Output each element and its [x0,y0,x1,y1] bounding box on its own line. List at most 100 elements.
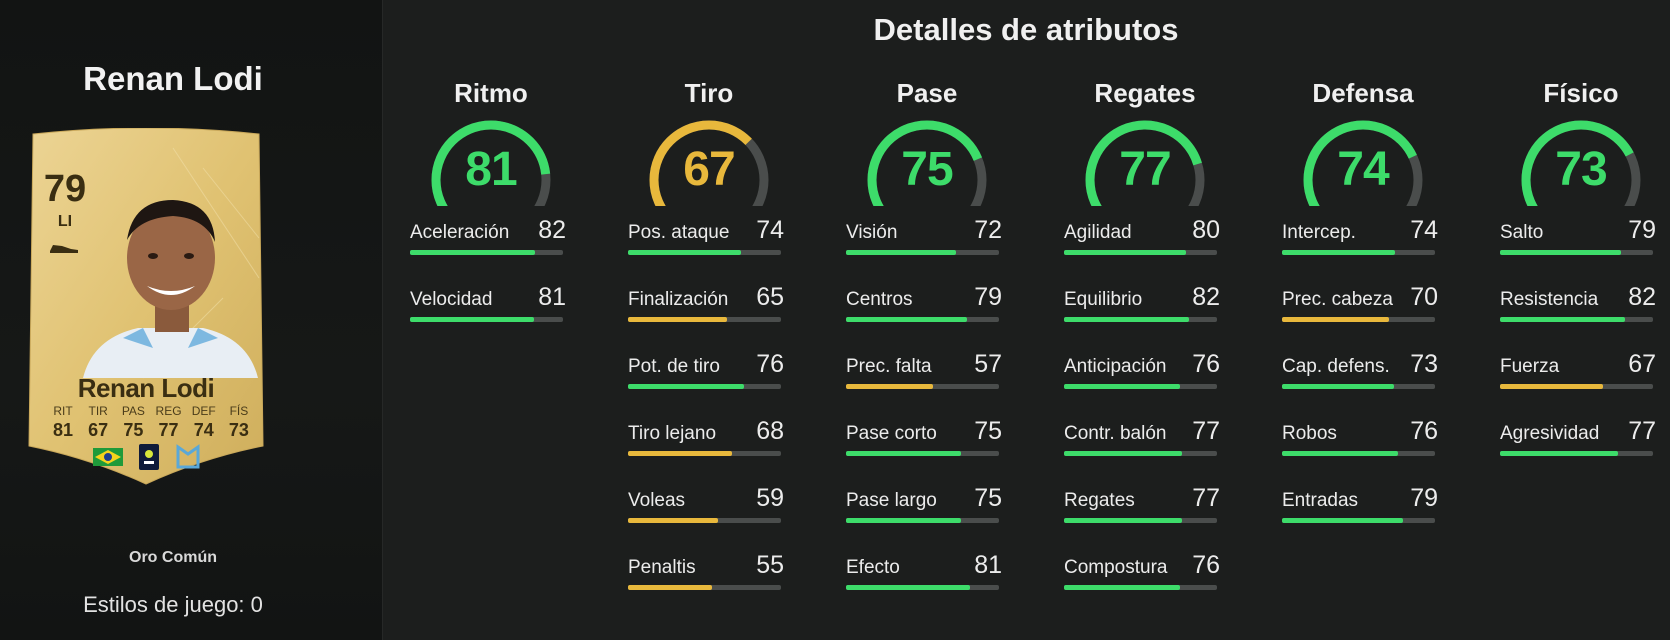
attribute-label: Anticipación [1064,356,1167,377]
attribute-value: 65 [756,283,784,311]
attribute-bar-fill [1282,384,1394,389]
attribute-bar-fill [846,585,970,590]
attribute-bar [1064,250,1217,255]
category-gauge: 81 [391,116,591,206]
attribute-label: Entradas [1282,490,1359,511]
card-stat-label: TIR [88,404,108,418]
attribute-bar [1064,384,1217,389]
attribute-value: 76 [1192,350,1220,378]
attribute-bar [628,317,781,322]
attribute-bar [846,585,999,590]
attribute-bar [1500,317,1653,322]
player-card[interactable]: 79 LI Renan Lodi RIT 81 TIR 67 [23,128,269,490]
attribute-column-regates: Regates 77 Agilidad 80 Equilibrio 82 Anticipac… [1045,78,1245,612]
attribute-label: Tiro lejano [628,423,717,444]
player-card-panel: Renan Lodi 79 LI [0,0,383,640]
category-gauge: 77 [1045,116,1245,206]
attribute-bar-fill [1282,451,1399,456]
attribute-bar [628,518,781,523]
attribute-label: Pos. ataque [628,222,730,243]
player-name-title: Renan Lodi [83,60,263,97]
category-rating: 81 [465,143,517,196]
category-gauge: 67 [609,116,809,206]
gauge-arc [649,120,769,206]
card-stat-reg: REG 77 [153,404,185,441]
category-title: Ritmo [454,78,528,108]
attribute-value: 67 [1628,350,1656,378]
card-stat-rit: RIT 81 [47,404,79,441]
attribute-label: Resistencia [1500,289,1599,310]
attribute-list: Aceleración 82 Velocidad 81 [391,210,591,344]
attribute-bar [1064,317,1217,322]
attribute-row: Agresividad 77 [1500,411,1660,478]
attribute-row: Robos 76 [1282,411,1442,478]
card-stat-tir: TIR 67 [82,404,114,441]
category-gauge: 74 [1263,116,1463,206]
attribute-bar [846,317,999,322]
gauge-arc [431,120,551,206]
attribute-label: Velocidad [410,289,493,310]
attribute-column-físico: Físico 73 Salto 79 Resistencia 82 Fuerza 67 Agre… [1481,78,1670,478]
attribute-column-tiro: Tiro 67 Pos. ataque 74 Finalización 65 Pot. de… [609,78,809,612]
attribute-value: 75 [974,484,1002,512]
attribute-column-pase: Pase 75 Visión 72 Centros 79 Prec. falta 57 Pase… [827,78,1027,612]
attribute-label: Contr. balón [1064,423,1167,444]
gauge-arc [1303,120,1423,206]
card-stat-value: 81 [52,420,74,440]
attribute-row: Anticipación 76 [1064,344,1224,411]
attribute-bar-fill [1500,384,1603,389]
attribute-row: Visión 72 [846,210,1006,277]
attribute-bar [410,317,563,322]
category-title: Defensa [1312,78,1414,108]
attribute-bar [1282,518,1435,523]
attribute-bar-fill [628,518,719,523]
attribute-label: Agresividad [1500,423,1600,444]
attribute-bar [846,451,999,456]
attribute-value: 77 [1192,417,1220,445]
attribute-label: Pase largo [846,490,937,511]
attribute-value: 55 [756,551,784,579]
category-gauge: 73 [1481,116,1670,206]
attribute-bar [1064,451,1217,456]
attribute-value: 81 [538,283,566,311]
attribute-bar-fill [1282,250,1396,255]
attribute-bar-fill [628,317,728,322]
attribute-row: Intercep. 74 [1282,210,1442,277]
attribute-value: 59 [756,484,784,512]
attribute-value: 76 [1410,417,1438,445]
category-rating: 75 [901,143,953,196]
gauge-arc [1085,120,1205,206]
category-title: Físico [1543,78,1619,108]
section-title: Detalles de atributos [873,12,1179,47]
category-gauge: 75 [827,116,1027,206]
boot-icon [50,245,78,253]
attribute-bar [846,384,999,389]
category-title: Regates [1094,78,1196,108]
card-stats: RIT 81 TIR 67 PAS 75 REG 77 DEF 74 FÍS 7… [47,404,255,441]
card-stat-pas: PAS 75 [117,404,149,441]
attribute-label: Compostura [1064,557,1168,578]
attribute-row: Entradas 79 [1282,478,1442,545]
gauge-arc [1521,120,1641,206]
attribute-label: Robos [1282,423,1337,444]
attribute-bar-fill [1064,451,1182,456]
playstyles-count: Estilos de juego: 0 [83,592,263,617]
attribute-value: 82 [1192,283,1220,311]
attribute-label: Efecto [846,557,900,578]
attribute-label: Pase corto [846,423,937,444]
attribute-bar [846,250,999,255]
attribute-label: Aceleración [410,222,510,243]
attribute-value: 82 [538,216,566,244]
attribute-value: 57 [974,350,1002,378]
card-rating: 79 [43,168,87,210]
card-player-name: Renan Lodi [77,373,215,403]
attribute-bar-fill [1064,518,1182,523]
attribute-bar [1500,250,1653,255]
attribute-value: 77 [1628,417,1656,445]
attribute-bar-fill [1064,250,1187,255]
attribute-label: Prec. falta [846,356,932,377]
attribute-row: Salto 79 [1500,210,1660,277]
attribute-bar [1064,585,1217,590]
category-rating: 74 [1337,143,1389,196]
attribute-bar-fill [846,317,967,322]
